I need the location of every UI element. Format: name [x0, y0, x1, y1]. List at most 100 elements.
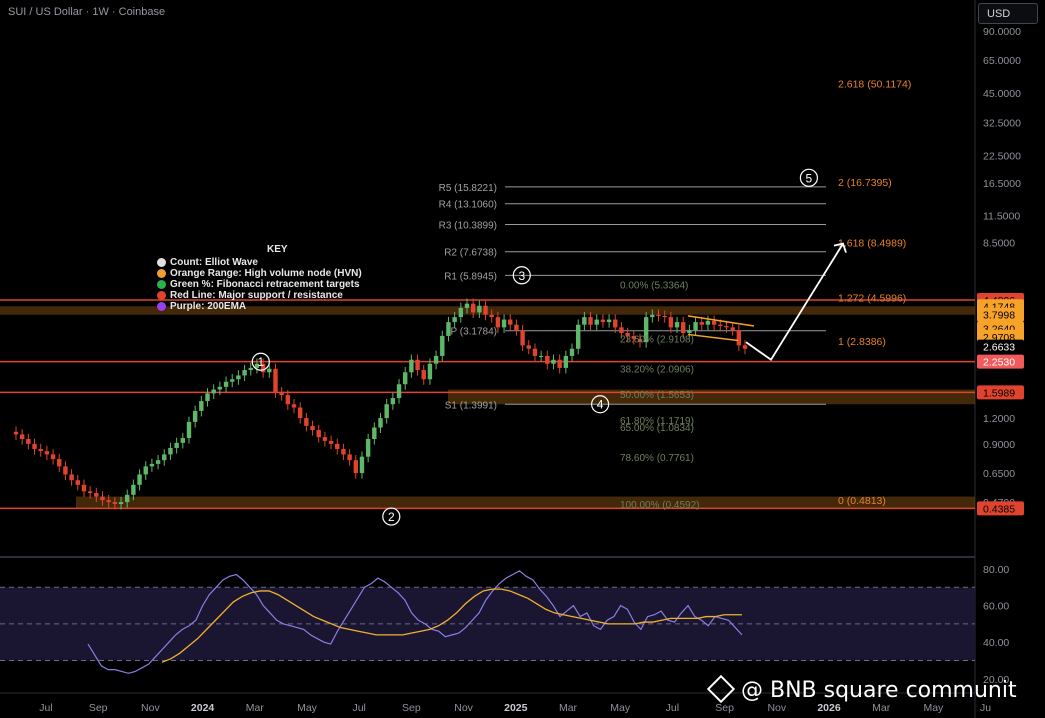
candle-body [341, 448, 346, 455]
price-tick-label: 32.5000 [983, 117, 1021, 129]
candle-body [223, 381, 229, 387]
circle-icon [157, 280, 166, 289]
pivot-label: R5 (15.8221) [439, 183, 497, 194]
legend-label: Count: Elliot Wave [170, 257, 258, 268]
price-badge [977, 385, 1024, 400]
candle-body [742, 345, 748, 349]
price-badge [977, 501, 1024, 516]
legend-item: Count: Elliot Wave [157, 257, 362, 268]
pivot-label: R4 (13.1060) [439, 200, 497, 211]
time-tick-label: May [610, 702, 631, 714]
candle-body [483, 305, 488, 315]
candle-body [378, 418, 383, 428]
binance-diamond-icon [706, 674, 736, 704]
candle-body [328, 440, 334, 444]
time-tick-label: Sep [715, 702, 734, 714]
candle-body [606, 319, 612, 323]
candle-body [470, 303, 476, 313]
time-tick-label: Mar [246, 702, 265, 714]
fib-extension-label: 0 (0.4813) [838, 495, 886, 507]
falling-wedge [687, 315, 755, 342]
projection-path [745, 242, 847, 362]
projection-arrowhead [833, 242, 847, 253]
candle-body [87, 491, 93, 494]
candle-body [112, 502, 118, 505]
candle-body [199, 401, 204, 411]
candle-body [50, 454, 56, 460]
candle-body [100, 496, 105, 501]
fib-extensions: 2.618 (50.1174) 2 (16.7395) 1.618 (8.4989)… [838, 78, 911, 506]
oscillator-tick-label: 60.00 [983, 601, 1009, 613]
candle-body [656, 314, 661, 316]
candle-body [13, 431, 19, 435]
candle-body [236, 375, 241, 380]
candle-body [390, 398, 396, 405]
candle-body [149, 463, 155, 467]
fib-retracement-label: 38.20% (2.0906) [620, 364, 694, 375]
hvn-zone [448, 389, 975, 405]
candle-body [662, 315, 667, 318]
candle-body [495, 317, 501, 328]
candle-body [699, 322, 704, 325]
candle-body [681, 322, 686, 333]
price-badge-label: 1.5989 [983, 387, 1015, 399]
candle-body [403, 372, 408, 385]
price-tick-label: 1.2000 [983, 413, 1015, 425]
price-badges: 4.48064.17483.79983.26402.97082.66332.25… [977, 292, 1024, 516]
candle-body [520, 330, 525, 346]
candle-body [32, 443, 37, 449]
watermark-text: @ BNB square communit [741, 678, 1017, 703]
candle-body [69, 474, 74, 481]
fib-retracement-label: 100.00% (0.4592) [620, 500, 700, 511]
time-tick-label: Mar [559, 702, 578, 714]
watermark: @ BNB square communit [706, 674, 1017, 704]
candle-body [582, 317, 587, 325]
candle-body [279, 392, 284, 396]
candle-body [415, 359, 420, 371]
fib-retracement-label: 0.00% (5.3364) [620, 280, 688, 291]
candle-body [538, 355, 544, 357]
candle-body [532, 348, 538, 356]
legend-item: Green %: Fibonacci retracement targets [157, 279, 362, 290]
candle-body [446, 322, 451, 336]
oscillator-tick-label: 20.00 [983, 674, 1009, 686]
candle-body [304, 418, 309, 426]
circle-icon [157, 269, 166, 278]
wave-circle [251, 352, 270, 371]
time-tick-label: May [923, 702, 944, 714]
candle-body [421, 370, 426, 380]
price-tick-label: 11.5000 [983, 210, 1020, 222]
candle-body [440, 335, 445, 356]
time-tick-label: Sep [89, 702, 108, 714]
price-badge-label: 0.4385 [983, 503, 1015, 515]
time-tick-label: Nov [454, 702, 473, 714]
fib-retracement-label: 78.60% (0.7761) [620, 453, 694, 464]
oscillator-signal-line [161, 588, 742, 663]
pivot-label: R2 (7.6738) [444, 248, 497, 259]
candle-body [637, 338, 643, 343]
candle-body [396, 384, 402, 399]
candle-body [217, 386, 223, 390]
candle-body [180, 438, 186, 443]
candle-body [353, 460, 358, 474]
currency-button[interactable]: USD [978, 3, 1038, 24]
price-axis[interactable]: 90.0000 65.0000 45.0000 32.5000 22.5000 16.50… [983, 26, 1021, 509]
candle-body [75, 480, 80, 485]
time-tick-label: Jul [39, 702, 52, 714]
time-tick-label: 2026 [817, 702, 841, 714]
wave-label: 4 [597, 398, 604, 412]
candle-body [643, 317, 649, 343]
pivot-label: S1 (1.3991) [445, 400, 497, 411]
candle-body [291, 404, 297, 408]
candle-body [575, 324, 581, 349]
candle-body [260, 363, 266, 373]
candle-body [211, 389, 216, 394]
candle-body [267, 368, 272, 373]
candle-body [384, 404, 389, 419]
candle-body [619, 327, 624, 333]
candle-body [162, 454, 167, 461]
time-tick-label: Jul [352, 702, 365, 714]
time-axis[interactable]: Jul Sep Nov 2024 Mar May Jul Sep Nov 2025 Mar May Ju… [39, 702, 991, 714]
candle-body [57, 459, 62, 467]
